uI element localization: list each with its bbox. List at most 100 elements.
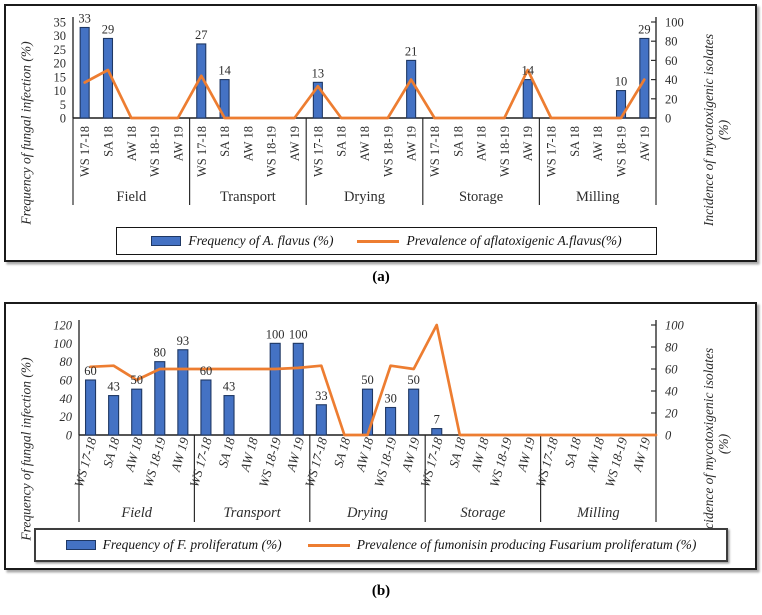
bar-value-label: 50 bbox=[130, 373, 143, 387]
left-axis-tick-label: 80 bbox=[60, 355, 73, 369]
bar-value-label: 29 bbox=[102, 22, 115, 36]
category-label: AW 18 bbox=[352, 435, 376, 474]
category-label: WS 18-19 bbox=[498, 126, 512, 177]
bar bbox=[223, 395, 235, 436]
line-swatch-icon bbox=[357, 239, 400, 243]
right-axis-tick-label: 20 bbox=[665, 407, 678, 421]
right-axis-title-text: Incidence of mycotoxigenic isolates (%) bbox=[700, 347, 731, 541]
left-axis-tick-label: 5 bbox=[60, 98, 66, 112]
category-label: SA 18 bbox=[100, 435, 123, 469]
category-label: AW 18 bbox=[121, 435, 145, 474]
category-label: SA 18 bbox=[215, 435, 238, 469]
left-axis-title-text: Frequency of fungal infection (%) bbox=[18, 41, 34, 225]
bar-value-label: 14 bbox=[521, 64, 534, 78]
bar bbox=[315, 404, 327, 436]
left-axis-tick-label: 20 bbox=[60, 410, 73, 424]
category-label: AW 19 bbox=[398, 435, 422, 474]
category-label: SA 18 bbox=[446, 435, 469, 469]
left-axis-tick-label: 100 bbox=[53, 337, 73, 351]
category-label: WS 17-18 bbox=[78, 126, 92, 177]
bar bbox=[269, 342, 281, 436]
left-axis-tick-label: 35 bbox=[54, 16, 67, 30]
bar-value-label: 14 bbox=[218, 64, 231, 78]
category-label: SA 18 bbox=[451, 126, 465, 157]
bar-swatch-icon bbox=[65, 540, 96, 550]
category-label: SA 18 bbox=[218, 126, 232, 157]
bar-value-label: 33 bbox=[78, 11, 91, 25]
category-label: AW 18 bbox=[475, 126, 489, 161]
bar-value-label: 27 bbox=[195, 28, 208, 42]
category-label: AW 18 bbox=[591, 126, 605, 161]
category-label: AW 18 bbox=[468, 435, 492, 474]
category-label: AW 18 bbox=[358, 126, 372, 161]
bar-value-label: 21 bbox=[405, 44, 418, 58]
bar bbox=[292, 342, 304, 436]
legend-line-label: Prevalence of fumonisin producing Fusari… bbox=[356, 537, 697, 552]
line-series bbox=[83, 68, 646, 120]
category-label: AW 19 bbox=[168, 435, 192, 474]
category-label: AW 18 bbox=[241, 126, 255, 161]
legend-bar-label: Frequency of A. flavus (%) bbox=[188, 233, 334, 248]
group-label: Transport bbox=[223, 505, 281, 521]
category-label: AW 19 bbox=[171, 126, 185, 161]
bar bbox=[131, 388, 143, 436]
category-label: WS 17-18 bbox=[71, 435, 100, 489]
category-label: WS 18-19 bbox=[148, 126, 162, 177]
left-axis-tick-label: 25 bbox=[54, 43, 67, 57]
line-swatch-icon bbox=[307, 543, 350, 547]
left-axis-tick-label: 20 bbox=[54, 57, 67, 71]
caption-b: (b) bbox=[371, 583, 391, 599]
right-axis-tick-label: 100 bbox=[665, 319, 685, 333]
right-axis-tick-label: 60 bbox=[665, 54, 678, 68]
bar bbox=[79, 26, 90, 119]
bar-value-label: 43 bbox=[107, 380, 120, 394]
left-axis-tick-label: 0 bbox=[60, 112, 66, 126]
group-label: Milling bbox=[576, 189, 620, 205]
chart-a-panel: 35 30 25 20 15 10 5 0 100 80 60 40 20 0 33 29 27 14 13 21 14… bbox=[4, 4, 757, 262]
bar bbox=[431, 428, 443, 436]
category-label: WS 17-18 bbox=[311, 126, 325, 177]
category-label: WS 18-19 bbox=[265, 126, 279, 177]
left-axis-title-text: Frequency of fungal infection (%) bbox=[18, 357, 34, 541]
category-label: SA 18 bbox=[568, 126, 582, 157]
bar-value-label: 93 bbox=[177, 334, 190, 348]
category-label: SA 18 bbox=[561, 435, 584, 469]
right-axis-title-text: Incidence of mycotoxigenic isolates (%) bbox=[700, 33, 731, 227]
group-label: Field bbox=[116, 189, 147, 205]
right-axis-tick-label: 80 bbox=[665, 35, 678, 49]
right-axis-tick-label: 100 bbox=[665, 16, 684, 30]
bar-value-label: 30 bbox=[384, 392, 397, 406]
bar-swatch-icon bbox=[151, 236, 182, 246]
bar bbox=[408, 388, 420, 436]
group-label: Milling bbox=[576, 505, 620, 521]
bar-value-label: 29 bbox=[638, 22, 651, 36]
legend-item-line: Prevalence of aflatoxigenic A.flavus(%) bbox=[357, 233, 622, 249]
bar-value-label: 43 bbox=[223, 380, 236, 394]
category-label: WS 17-18 bbox=[428, 126, 442, 177]
line-series bbox=[89, 323, 658, 437]
group-label: Transport bbox=[220, 189, 276, 205]
bar-value-label: 60 bbox=[200, 364, 213, 378]
left-axis-tick-label: 30 bbox=[54, 29, 67, 43]
bar-value-label: 50 bbox=[407, 373, 420, 387]
left-axis-tick-label: 120 bbox=[53, 319, 73, 333]
bar-value-label: 10 bbox=[615, 75, 628, 89]
right-axis-tick-label: 80 bbox=[665, 341, 678, 355]
category-label: SA 18 bbox=[101, 126, 115, 157]
bar bbox=[385, 406, 397, 436]
legend-item-bars: Frequency of F. proliferatum (%) bbox=[65, 537, 282, 553]
category-label: AW 19 bbox=[514, 435, 538, 474]
category-label: AW 19 bbox=[405, 126, 419, 161]
left-axis-tick-label: 60 bbox=[60, 374, 73, 388]
group-label: Field bbox=[120, 505, 152, 521]
group-label: Drying bbox=[346, 505, 388, 521]
left-axis-tick-label: 0 bbox=[66, 429, 73, 443]
right-axis-tick-label: 20 bbox=[665, 92, 678, 106]
bar bbox=[200, 379, 212, 436]
bar bbox=[108, 395, 120, 436]
bar bbox=[406, 59, 417, 119]
category-label: WS 17-18 bbox=[545, 126, 559, 177]
bar bbox=[154, 361, 166, 436]
category-label: AW 19 bbox=[629, 435, 653, 474]
